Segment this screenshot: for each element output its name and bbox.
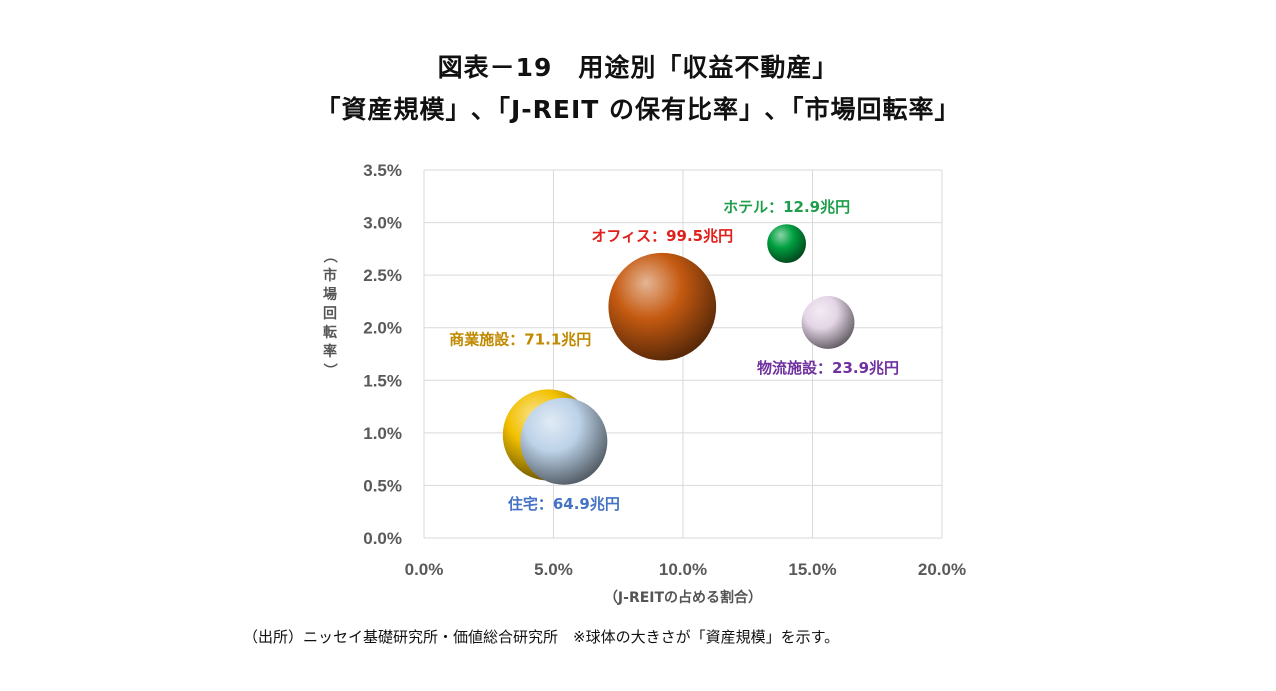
- x-axis-label: （J-REITの占める割合）: [604, 589, 762, 606]
- y-axis-label-char: 転: [323, 324, 337, 341]
- y-tick-label: 2.0%: [363, 319, 402, 338]
- y-tick-label: 1.0%: [363, 424, 402, 443]
- x-tick-label: 10.0%: [659, 560, 707, 579]
- x-tick-label: 5.0%: [534, 560, 573, 579]
- bubble: [608, 252, 717, 361]
- bubble-label: 商業施設：71.1兆円: [449, 330, 591, 348]
- bubble-label: 住宅：64.9兆円: [508, 495, 620, 513]
- y-tick-label: 2.5%: [363, 266, 402, 285]
- x-tick-label: 0.0%: [405, 560, 444, 579]
- y-axis-label-char: 市: [323, 267, 337, 284]
- chart-title-line2: 「資産規模」､「J-REIT の保有比率」､「市場回転率」: [315, 95, 961, 124]
- y-axis-label-char: 場: [323, 286, 337, 303]
- bubbles: [502, 224, 855, 485]
- y-axis-label-char: ）: [321, 363, 337, 377]
- source-note: （出所）ニッセイ基礎研究所・価値総合研究所 ※球体の大きさが「資産規模」を示す。: [243, 628, 840, 646]
- y-axis-label-char: 率: [323, 343, 337, 360]
- y-tick-label: 0.5%: [363, 476, 402, 495]
- bubble-label: 物流施設：23.9兆円: [757, 359, 899, 377]
- bubble-label: ホテル：12.9兆円: [723, 198, 850, 216]
- bubble: [520, 397, 608, 485]
- y-axis-label-char: （: [321, 249, 337, 263]
- y-tick-label: 1.5%: [363, 371, 402, 390]
- x-tick-label: 20.0%: [918, 560, 966, 579]
- axis-ticks: 0.0% 0.5% 1.0% 1.5% 2.0% 2.5% 3.0% 3.5% 0.0% 5.0%…: [363, 161, 966, 579]
- y-tick-label: 3.0%: [363, 214, 402, 233]
- x-tick-label: 15.0%: [788, 560, 836, 579]
- y-axis-label: （ 市場回転率 ）: [321, 249, 337, 377]
- y-axis-label-char: 回: [323, 306, 337, 322]
- bubble: [801, 296, 855, 349]
- chart-title-line1: 図表－19 用途別「収益不動産」: [437, 53, 839, 82]
- y-tick-label: 0.0%: [363, 529, 402, 548]
- bubble: [767, 224, 806, 263]
- bubble-label: オフィス：99.5兆円: [591, 227, 733, 245]
- y-tick-label: 3.5%: [363, 161, 402, 180]
